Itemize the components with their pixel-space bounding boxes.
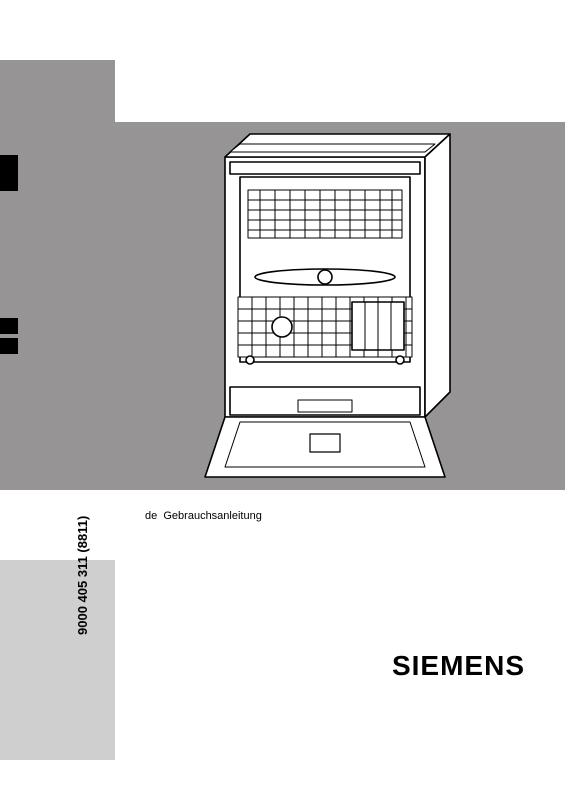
language-line: de Gebrauchsanleitung — [145, 510, 262, 522]
page-cover: 9000 405 311 (8811) — [0, 0, 565, 800]
spine-tab-mark-2a — [0, 318, 18, 334]
dishwasher-icon — [170, 122, 480, 482]
spine-tab-mark-1 — [0, 155, 18, 191]
brand-wordmark: SIEMENS — [392, 650, 525, 682]
document-type: Gebrauchsanleitung — [163, 510, 261, 522]
product-illustration — [170, 122, 480, 482]
white-cutout-top — [115, 0, 565, 122]
spine-code: 9000 405 311 (8811) — [75, 516, 90, 635]
spine-tab-mark-2b — [0, 338, 18, 354]
white-panel — [115, 490, 565, 760]
language-code: de — [145, 510, 157, 522]
